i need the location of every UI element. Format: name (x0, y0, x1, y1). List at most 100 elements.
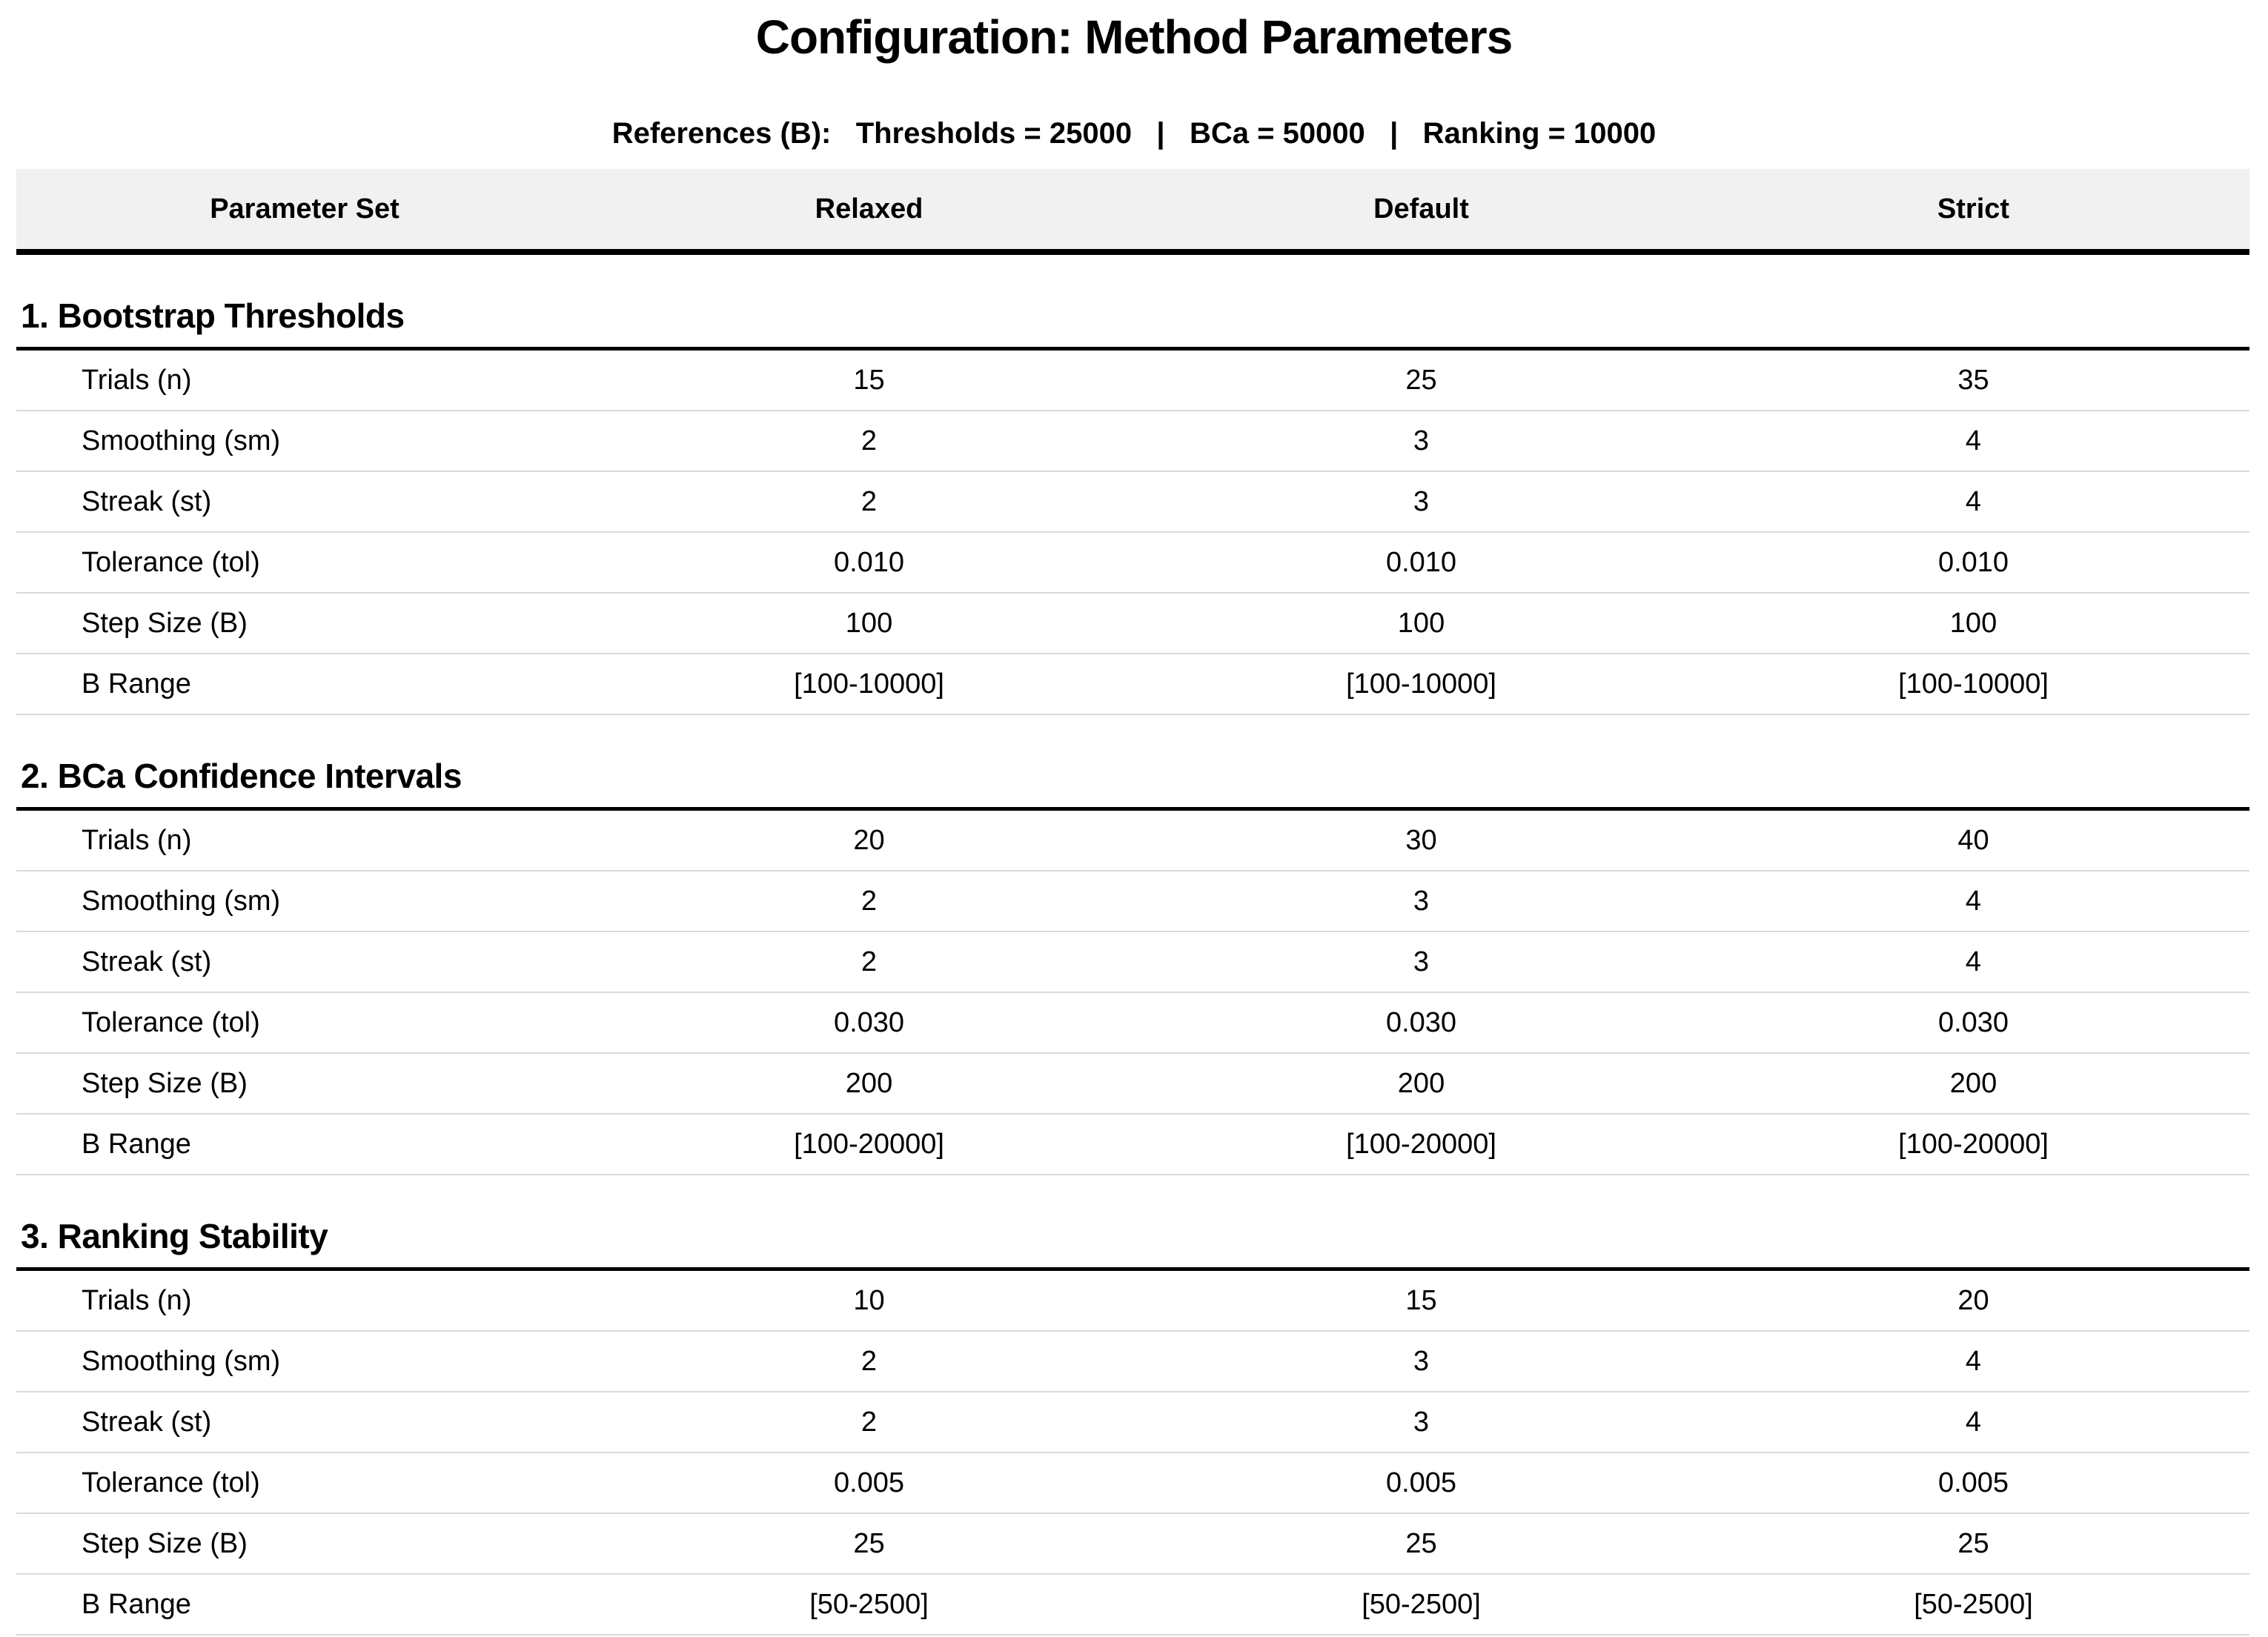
row-value: 3 (1413, 1345, 1430, 1377)
row-value: 25 (1405, 364, 1437, 396)
table-row: B Range [50-2500] [50-2500] [50-2500] (16, 1575, 2249, 1636)
parameter-section: 2. BCa Confidence Intervals Trials (n) 2… (16, 757, 2249, 1175)
row-label: Tolerance (tol) (82, 546, 260, 578)
row-label: Tolerance (tol) (82, 1467, 260, 1498)
column-header-parameter-set: Parameter Set (210, 193, 399, 225)
row-value: 3 (1413, 425, 1430, 456)
row-value: 0.030 (833, 1006, 905, 1038)
row-label: Streak (st) (82, 1406, 212, 1438)
row-value: 2 (861, 1345, 878, 1377)
table-row: Tolerance (tol) 0.010 0.010 0.010 (16, 533, 2249, 594)
table-row: B Range [100-10000] [100-10000] [100-100… (16, 654, 2249, 715)
table-row: Trials (n) 10 15 20 (16, 1271, 2249, 1332)
row-value: 4 (1965, 425, 1982, 456)
row-value: 0.030 (1937, 1006, 2009, 1038)
row-value: 4 (1965, 946, 1982, 977)
row-value: 0.010 (1385, 546, 1457, 578)
row-label: B Range (82, 1588, 191, 1620)
row-value: 35 (1957, 364, 1989, 396)
row-value: [100-20000] (1346, 1128, 1496, 1160)
row-value: [50-2500] (809, 1588, 929, 1620)
row-value: 0.010 (833, 546, 905, 578)
page-title: Configuration: Method Parameters (755, 10, 1513, 64)
table-row: Step Size (B) 25 25 25 (16, 1514, 2249, 1575)
table-row: Step Size (B) 200 200 200 (16, 1054, 2249, 1115)
table-row: Streak (st) 2 3 4 (16, 932, 2249, 993)
row-label: Trials (n) (82, 1284, 192, 1316)
row-value: 3 (1413, 485, 1430, 517)
table-row: Tolerance (tol) 0.005 0.005 0.005 (16, 1453, 2249, 1514)
row-value: 2 (861, 946, 878, 977)
row-value: 25 (853, 1527, 885, 1559)
row-value: 100 (1949, 607, 1997, 639)
row-value: 3 (1413, 885, 1430, 917)
section-rows: Trials (n) 10 15 20 Smoothing (sm) 2 3 4… (16, 1271, 2249, 1636)
row-value: 20 (1957, 1284, 1989, 1316)
row-value: 30 (1405, 824, 1437, 856)
section-heading: 2. BCa Confidence Intervals (16, 757, 2249, 811)
row-label: Trials (n) (82, 364, 192, 396)
section-rows: Trials (n) 15 25 35 Smoothing (sm) 2 3 4… (16, 351, 2249, 715)
table-row: Tolerance (tol) 0.030 0.030 0.030 (16, 993, 2249, 1054)
column-header-default: Default (1373, 193, 1469, 225)
table-row: Smoothing (sm) 2 3 4 (16, 1332, 2249, 1392)
parameter-section: 3. Ranking Stability Trials (n) 10 15 20… (16, 1217, 2249, 1636)
section-heading: 3. Ranking Stability (16, 1217, 2249, 1271)
parameters-table: Parameter Set Relaxed Default Strict 1. … (16, 169, 2249, 1636)
row-value: 25 (1957, 1527, 1989, 1559)
table-row: Streak (st) 2 3 4 (16, 1392, 2249, 1453)
row-value: 4 (1965, 1345, 1982, 1377)
row-value: [50-2500] (1914, 1588, 2033, 1620)
section-rows: Trials (n) 20 30 40 Smoothing (sm) 2 3 4… (16, 811, 2249, 1175)
table-row: B Range [100-20000] [100-20000] [100-200… (16, 1115, 2249, 1175)
row-value: 200 (1949, 1067, 1997, 1099)
sections: 1. Bootstrap Thresholds Trials (n) 15 25… (16, 296, 2249, 1636)
row-label: Smoothing (sm) (82, 425, 281, 456)
section-heading: 1. Bootstrap Thresholds (16, 296, 2249, 351)
row-value: 100 (845, 607, 893, 639)
table-row: Smoothing (sm) 2 3 4 (16, 871, 2249, 932)
table-header-row: Parameter Set Relaxed Default Strict (16, 169, 2249, 255)
table-row: Step Size (B) 100 100 100 (16, 594, 2249, 654)
row-value: 3 (1413, 946, 1430, 977)
row-value: [100-20000] (794, 1128, 944, 1160)
row-label: Smoothing (sm) (82, 1345, 281, 1377)
row-value: 4 (1965, 885, 1982, 917)
parameter-section: 1. Bootstrap Thresholds Trials (n) 15 25… (16, 296, 2249, 715)
row-label: Step Size (B) (82, 1527, 248, 1559)
row-value: 15 (1405, 1284, 1437, 1316)
column-header-strict: Strict (1937, 193, 2010, 225)
row-value: 2 (861, 885, 878, 917)
row-value: [100-10000] (1898, 668, 2049, 700)
table-row: Streak (st) 2 3 4 (16, 472, 2249, 533)
references-line: References (B): Thresholds = 25000 | BCa… (611, 117, 1657, 150)
row-value: 0.030 (1385, 1006, 1457, 1038)
row-value: [50-2500] (1362, 1588, 1481, 1620)
row-value: 200 (845, 1067, 893, 1099)
row-value: 4 (1965, 1406, 1982, 1438)
row-label: B Range (82, 668, 191, 700)
row-label: B Range (82, 1128, 191, 1160)
row-value: 200 (1397, 1067, 1445, 1099)
row-label: Smoothing (sm) (82, 885, 281, 917)
table-row: Trials (n) 15 25 35 (16, 351, 2249, 411)
row-value: 0.005 (833, 1467, 905, 1498)
row-value: 3 (1413, 1406, 1430, 1438)
row-value: 2 (861, 485, 878, 517)
table-row: Smoothing (sm) 2 3 4 (16, 411, 2249, 472)
row-label: Streak (st) (82, 946, 212, 977)
row-label: Step Size (B) (82, 607, 248, 639)
row-value: 0.010 (1937, 546, 2009, 578)
row-label: Streak (st) (82, 485, 212, 517)
row-label: Trials (n) (82, 824, 192, 856)
row-label: Step Size (B) (82, 1067, 248, 1099)
config-page: Configuration: Method Parameters Referen… (0, 13, 2268, 1637)
row-value: 40 (1957, 824, 1989, 856)
row-value: 100 (1397, 607, 1445, 639)
row-value: 0.005 (1937, 1467, 2009, 1498)
row-value: [100-10000] (1346, 668, 1496, 700)
row-label: Tolerance (tol) (82, 1006, 260, 1038)
row-value: 4 (1965, 485, 1982, 517)
row-value: 0.005 (1385, 1467, 1457, 1498)
row-value: [100-10000] (794, 668, 944, 700)
